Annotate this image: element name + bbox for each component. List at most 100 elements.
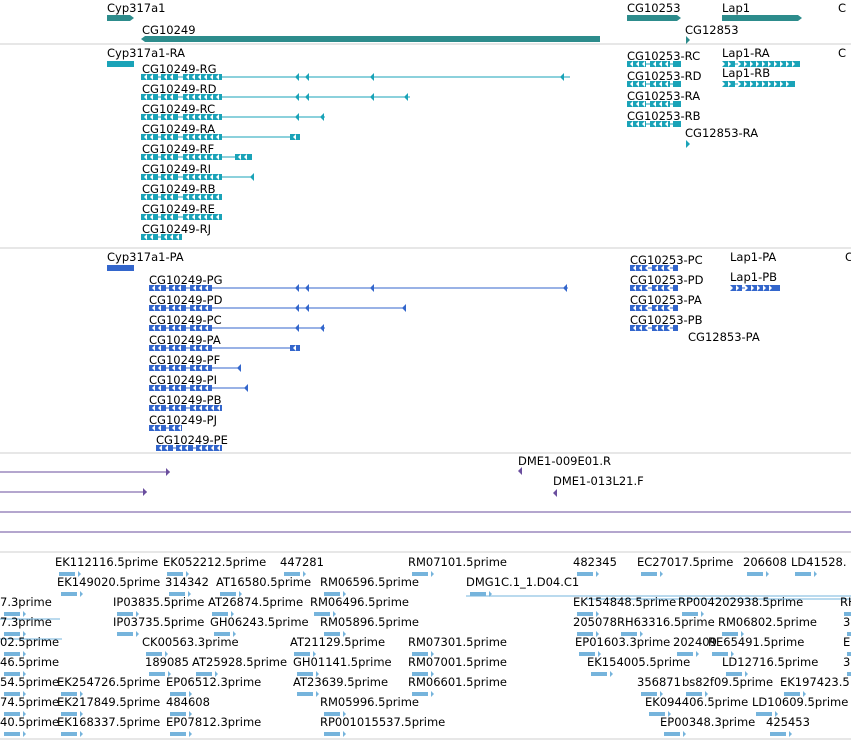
strand-arrow-icon[interactable]: [78, 571, 81, 577]
gene-bar[interactable]: [722, 15, 802, 21]
strand-arrow-icon[interactable]: [642, 121, 645, 127]
strand-arrow-icon[interactable]: [192, 94, 195, 100]
exon-block[interactable]: [745, 285, 780, 291]
strand-arrow-icon[interactable]: [633, 285, 636, 291]
exon-block[interactable]: [169, 385, 186, 391]
strand-arrow-icon[interactable]: [305, 284, 309, 292]
strand-arrow-icon[interactable]: [204, 194, 207, 200]
strand-arrow-icon[interactable]: [216, 154, 219, 160]
strand-arrow-icon[interactable]: [659, 61, 662, 67]
exon-block[interactable]: [673, 121, 681, 127]
exon-block[interactable]: [324, 632, 340, 636]
exon-block[interactable]: [324, 732, 340, 736]
exon-block[interactable]: [149, 285, 166, 291]
exon-block[interactable]: [169, 325, 186, 331]
exon-block[interactable]: [169, 345, 186, 351]
strand-arrow-icon[interactable]: [170, 194, 173, 200]
strand-arrow-icon[interactable]: [744, 61, 747, 67]
strand-arrow-icon[interactable]: [204, 134, 207, 140]
strand-arrow-icon[interactable]: [80, 591, 83, 597]
strand-arrow-icon[interactable]: [150, 174, 153, 180]
strand-arrow-icon[interactable]: [158, 365, 161, 371]
strand-arrow-icon[interactable]: [172, 305, 175, 311]
strand-arrow-icon[interactable]: [786, 61, 789, 67]
exon-block[interactable]: [183, 194, 222, 200]
strand-arrow-icon[interactable]: [193, 305, 196, 311]
strand-arrow-icon[interactable]: [659, 121, 662, 127]
exon-block[interactable]: [169, 285, 186, 291]
strand-arrow-icon[interactable]: [192, 74, 195, 80]
strand-arrow-icon[interactable]: [198, 194, 201, 200]
strand-arrow-icon[interactable]: [596, 571, 599, 577]
exon-block[interactable]: [4, 632, 20, 636]
strand-arrow-icon[interactable]: [152, 365, 155, 371]
exon-block[interactable]: [183, 134, 222, 140]
strand-arrow-icon[interactable]: [217, 405, 220, 411]
strand-arrow-icon[interactable]: [431, 671, 434, 677]
strand-arrow-icon[interactable]: [763, 285, 766, 291]
exon-block[interactable]: [107, 61, 134, 67]
strand-arrow-icon[interactable]: [150, 154, 153, 160]
exon-block[interactable]: [4, 672, 20, 676]
strand-arrow-icon[interactable]: [80, 731, 83, 737]
exon-block[interactable]: [673, 101, 681, 107]
strand-arrow-icon[interactable]: [179, 445, 182, 451]
strand-arrow-icon[interactable]: [205, 305, 208, 311]
strand-arrow-icon[interactable]: [193, 385, 196, 391]
strand-arrow-icon[interactable]: [250, 173, 254, 181]
strand-arrow-icon[interactable]: [152, 405, 155, 411]
strand-arrow-icon[interactable]: [144, 74, 147, 80]
exon-block[interactable]: [107, 265, 134, 271]
strand-arrow-icon[interactable]: [158, 405, 161, 411]
strand-arrow-icon[interactable]: [170, 174, 173, 180]
strand-arrow-icon[interactable]: [665, 81, 668, 87]
exon-block[interactable]: [149, 365, 166, 371]
strand-arrow-icon[interactable]: [780, 61, 783, 67]
strand-arrow-icon[interactable]: [665, 121, 668, 127]
strand-arrow-icon[interactable]: [170, 74, 173, 80]
strand-arrow-icon[interactable]: [686, 140, 690, 148]
strand-arrow-icon[interactable]: [305, 73, 309, 81]
strand-arrow-icon[interactable]: [198, 74, 201, 80]
exon-block[interactable]: [161, 114, 178, 120]
exon-block[interactable]: [161, 74, 178, 80]
exon-block[interactable]: [324, 712, 340, 716]
strand-arrow-icon[interactable]: [150, 194, 153, 200]
exon-block[interactable]: [161, 174, 178, 180]
exon-block[interactable]: [149, 385, 166, 391]
strand-arrow-icon[interactable]: [722, 81, 725, 87]
strand-arrow-icon[interactable]: [766, 571, 769, 577]
strand-arrow-icon[interactable]: [630, 121, 633, 127]
strand-arrow-icon[interactable]: [193, 365, 196, 371]
strand-arrow-icon[interactable]: [639, 285, 642, 291]
strand-arrow-icon[interactable]: [170, 114, 173, 120]
strand-arrow-icon[interactable]: [642, 81, 645, 87]
strand-arrow-icon[interactable]: [165, 651, 168, 657]
exon-block[interactable]: [196, 445, 222, 451]
exon-block[interactable]: [161, 214, 178, 220]
exon-block[interactable]: [673, 81, 681, 87]
strand-arrow-icon[interactable]: [164, 94, 167, 100]
strand-arrow-icon[interactable]: [316, 691, 319, 697]
strand-arrow-icon[interactable]: [233, 631, 236, 637]
strand-arrow-icon[interactable]: [144, 234, 147, 240]
strand-arrow-icon[interactable]: [136, 631, 139, 637]
strand-arrow-icon[interactable]: [756, 61, 759, 67]
exon-block[interactable]: [214, 632, 230, 636]
strand-arrow-icon[interactable]: [205, 365, 208, 371]
exon-block[interactable]: [141, 74, 158, 80]
strand-arrow-icon[interactable]: [186, 571, 189, 577]
exon-block[interactable]: [183, 74, 222, 80]
strand-arrow-icon[interactable]: [172, 405, 175, 411]
exon-block[interactable]: [117, 632, 133, 636]
exon-block[interactable]: [297, 692, 313, 696]
strand-arrow-icon[interactable]: [210, 194, 213, 200]
strand-arrow-icon[interactable]: [320, 113, 324, 121]
strand-arrow-icon[interactable]: [186, 174, 189, 180]
strand-arrow-icon[interactable]: [305, 304, 309, 312]
strand-arrow-icon[interactable]: [751, 285, 754, 291]
strand-arrow-icon[interactable]: [244, 154, 247, 160]
exon-block[interactable]: [183, 174, 222, 180]
strand-arrow-icon[interactable]: [198, 214, 201, 220]
exon-block[interactable]: [170, 692, 186, 696]
